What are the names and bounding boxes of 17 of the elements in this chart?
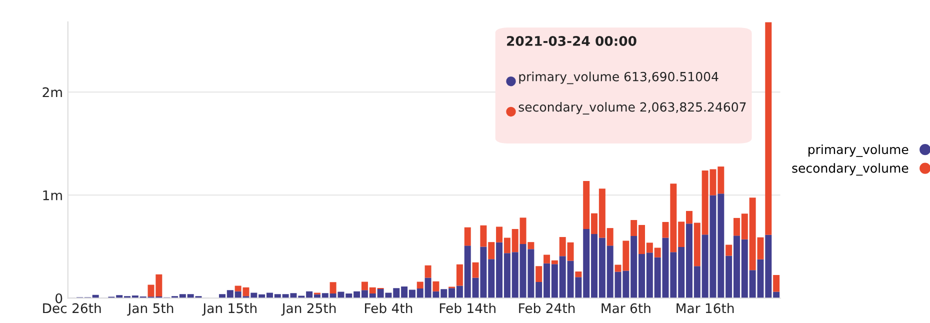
x-tick-label: Jan 15th [202,302,256,316]
annotation: secondary_volume 2,063,825.24607 [518,102,746,114]
y-tick-label: 1m [43,190,62,200]
x-tick-label: Jan 25th [281,302,336,316]
legend-label: primary_volume [808,144,908,157]
x-tick-label: Mar 16th [676,302,734,314]
annotation: primary_volume 613,690.51004 [519,72,718,84]
x-tick-label: Feb 4th [365,302,412,314]
x-tick-label: Jan 5th [127,302,174,316]
x-tick-label: Feb 24th [519,302,575,314]
y-tick-label: 2m [42,87,62,98]
annotation: 2021-03-24 00:00 [507,36,636,46]
x-tick-label: Feb 14th [440,302,496,314]
legend-label: secondary_volume [792,163,908,176]
y-tick-label: 0 [56,293,62,304]
x-tick-label: Dec 26th [43,302,101,314]
x-tick-label: Mar 6th [602,302,650,314]
